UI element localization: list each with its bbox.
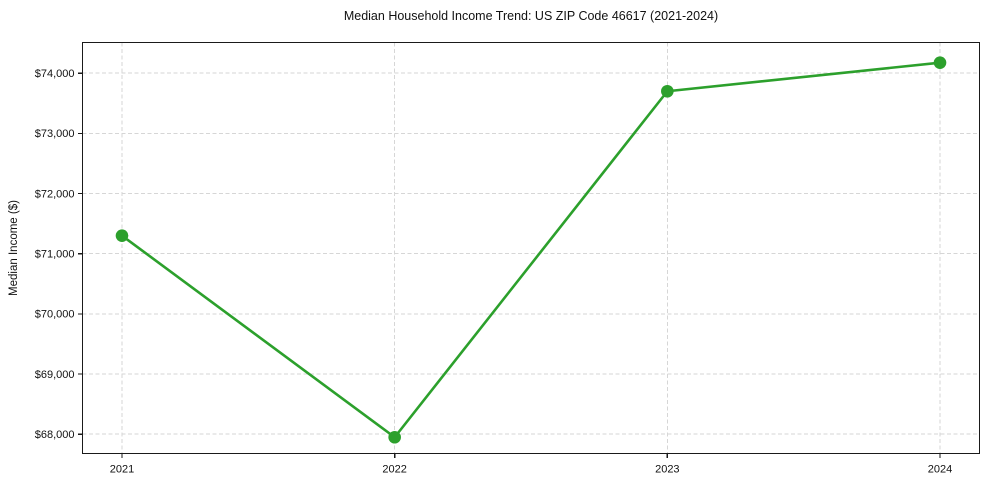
y-tick-label: $74,000: [35, 68, 75, 80]
y-tick-label: $72,000: [35, 188, 75, 200]
y-tick-label: $73,000: [35, 128, 75, 140]
y-axis-label: Median Income ($): [8, 200, 20, 296]
income-trend-line: [120, 61, 942, 439]
x-tick-label: 2021: [110, 464, 134, 476]
y-tick-label: $70,000: [35, 309, 75, 321]
y-tick-label: $69,000: [35, 369, 75, 381]
y-tick-label: $71,000: [35, 249, 75, 261]
data-point-marker: [388, 430, 401, 444]
y-tick-label: $68,000: [35, 429, 75, 441]
chart-title: Median Household Income Trend: US ZIP Co…: [343, 9, 719, 23]
data-point-marker: [115, 229, 129, 242]
data-point-marker: [661, 84, 674, 98]
x-tick-label: 2024: [928, 464, 952, 476]
plot-border: [81, 41, 981, 455]
x-tick-label: 2022: [382, 464, 406, 476]
x-tick-label: 2023: [655, 464, 679, 476]
data-point-marker: [933, 56, 947, 69]
